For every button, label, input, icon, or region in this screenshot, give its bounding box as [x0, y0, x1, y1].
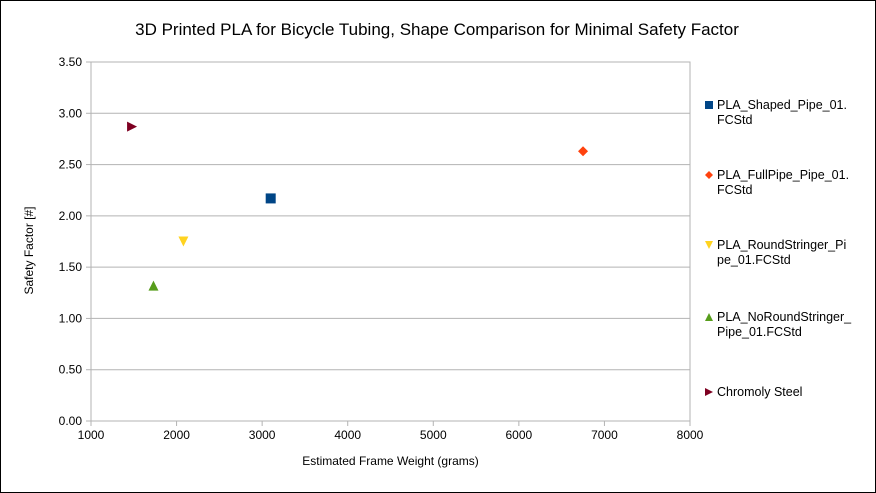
y-axis-title: Safety Factor [#]: [22, 206, 36, 294]
y-tick-label: 2.50: [59, 158, 83, 172]
y-axis-ticks: 0.00 0.50 1.00 1.50 2.00 2.50 3.00 3.50: [59, 55, 91, 428]
data-points: [127, 121, 589, 291]
legend-label: PLA_NoRoundStringer_: [717, 310, 852, 324]
data-point: [578, 146, 589, 157]
x-tick-label: 4000: [334, 428, 361, 442]
y-tick-label: 2.00: [59, 209, 83, 223]
x-axis-ticks: 1000 2000 3000 4000 5000 6000 7000 8000: [78, 421, 704, 442]
legend-marker: [705, 241, 713, 249]
legend-marker: [705, 388, 713, 396]
plot-area: [90, 61, 691, 422]
x-tick-label: 6000: [506, 428, 533, 442]
legend-label: PLA_Shaped_Pipe_01.: [717, 98, 847, 112]
legend-marker: [705, 313, 713, 321]
legend: PLA_Shaped_Pipe_01.FCStdPLA_FullPipe_Pip…: [705, 98, 852, 399]
x-tick-label: 5000: [420, 428, 447, 442]
x-tick-label: 7000: [591, 428, 618, 442]
y-tick-label: 0.00: [59, 414, 83, 428]
x-tick-label: 3000: [249, 428, 276, 442]
legend-label: PLA_FullPipe_Pipe_01.: [717, 168, 849, 182]
y-tick-label: 3.00: [59, 106, 83, 120]
data-point: [178, 236, 189, 247]
data-point: [148, 280, 159, 291]
legend-label: Pipe_01.FCStd: [717, 325, 802, 339]
y-tick-label: 1.00: [59, 311, 83, 325]
y-tick-label: 1.50: [59, 260, 83, 274]
gridlines: [91, 61, 690, 422]
legend-label: FCStd: [717, 113, 752, 127]
x-axis-title: Estimated Frame Weight (grams): [302, 454, 479, 468]
x-tick-label: 8000: [677, 428, 704, 442]
legend-label: PLA_RoundStringer_Pi: [717, 238, 846, 252]
data-point: [265, 193, 276, 204]
legend-label: Chromoly Steel: [717, 385, 802, 399]
chart-title: 3D Printed PLA for Bicycle Tubing, Shape…: [135, 20, 739, 39]
legend-marker: [705, 171, 713, 179]
y-tick-label: 3.50: [59, 55, 83, 69]
y-tick-label: 0.50: [59, 363, 83, 377]
x-tick-label: 1000: [78, 428, 105, 442]
x-tick-label: 2000: [163, 428, 190, 442]
legend-marker: [705, 101, 713, 109]
legend-label: FCStd: [717, 183, 752, 197]
legend-label: pe_01.FCStd: [717, 253, 791, 267]
data-point: [127, 121, 138, 132]
